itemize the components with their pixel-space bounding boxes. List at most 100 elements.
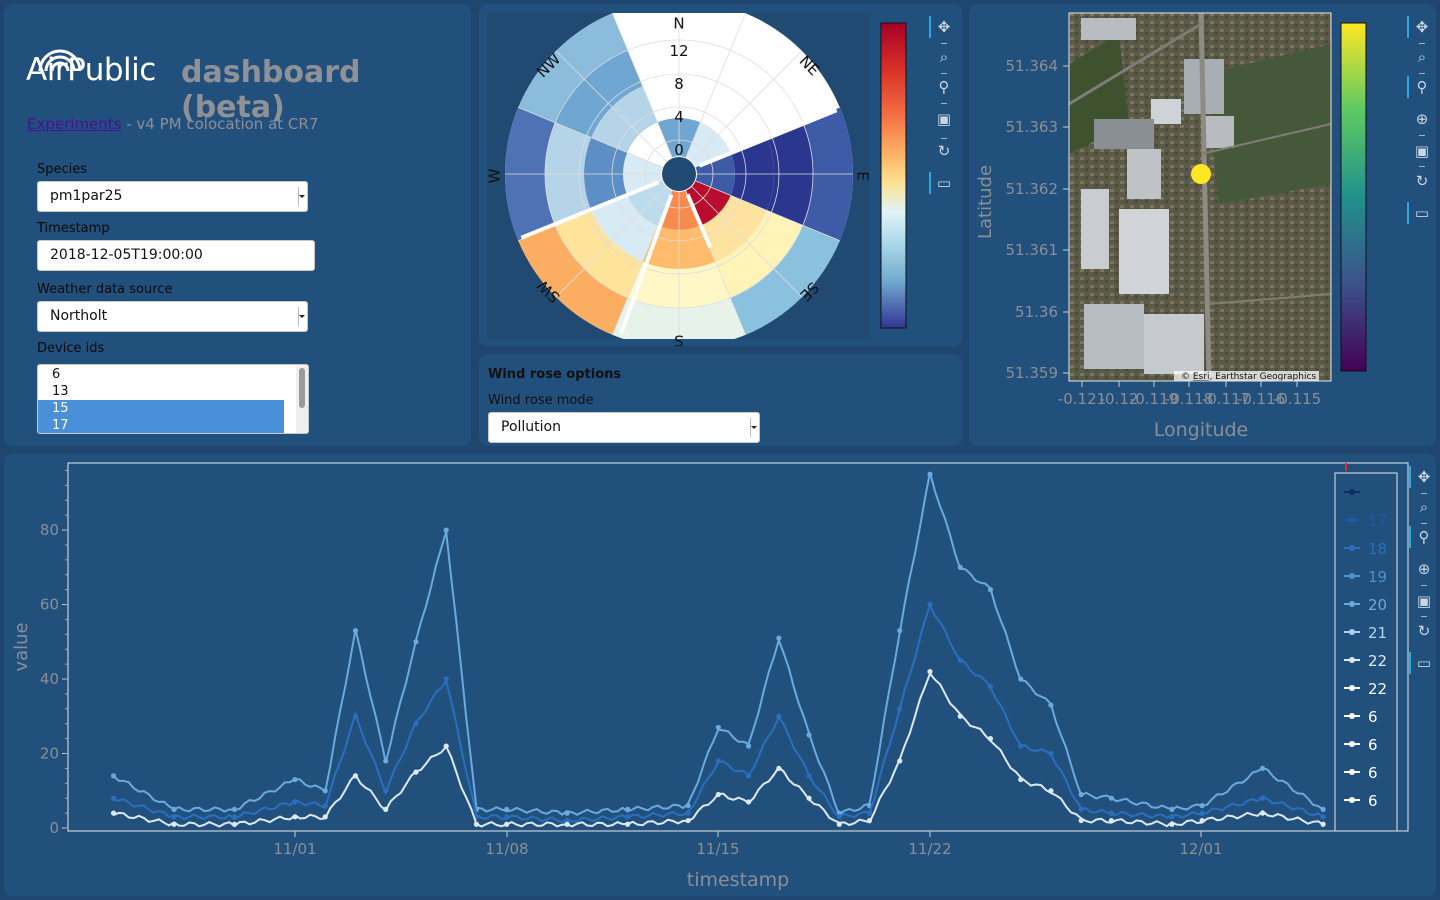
- hover-icon[interactable]: ▭: [1409, 652, 1439, 674]
- timeseries-point: [927, 668, 933, 675]
- timeseries-point: [806, 795, 812, 801]
- box-zoom-icon[interactable]: ⌕: [1417, 48, 1427, 66]
- reset-icon[interactable]: ↻: [937, 142, 951, 160]
- pan-icon[interactable]: ✥: [929, 16, 959, 38]
- timeseries-point: [685, 817, 691, 824]
- chevron-down-icon: [750, 418, 757, 437]
- zoom-in-icon[interactable]: ⊕: [1417, 560, 1431, 578]
- legend-marker: [1349, 629, 1355, 635]
- wheel-zoom-icon[interactable]: ⚲: [938, 78, 950, 96]
- wheel-zoom-icon[interactable]: ⚲: [1407, 76, 1437, 98]
- scrollbar[interactable]: [296, 365, 308, 433]
- timeseries-point: [564, 810, 570, 816]
- timeseries-point: [322, 803, 328, 809]
- legend-marker: [1349, 769, 1355, 775]
- legend-marker: [1349, 517, 1355, 523]
- pan-icon[interactable]: ✥: [1407, 16, 1437, 38]
- timeseries-point: [1199, 810, 1205, 816]
- weather-source-select[interactable]: Northolt: [37, 301, 308, 332]
- reset-icon[interactable]: ↻: [1417, 622, 1431, 640]
- scrollbar-thumb[interactable]: [299, 368, 305, 408]
- legend-marker: [1349, 685, 1355, 691]
- map-xtick-label: -0.117: [1202, 390, 1250, 408]
- legend-marker: [1349, 601, 1355, 607]
- device-location-marker[interactable]: [1191, 164, 1211, 184]
- legend-item[interactable]: 20: [1368, 596, 1387, 614]
- timeseries-point: [383, 788, 389, 794]
- timeseries-point: [745, 773, 752, 779]
- legend-item[interactable]: 6: [1368, 792, 1378, 810]
- timeseries-point: [231, 821, 238, 827]
- timeseries-ylabel: value: [11, 622, 32, 671]
- satellite-imagery[interactable]: © Esri, Earthstar Geographics: [1069, 13, 1331, 383]
- zoom-in-icon[interactable]: ⊕: [1415, 110, 1429, 128]
- legend-item[interactable]: 17: [1368, 512, 1387, 530]
- box-zoom-icon[interactable]: ⌕: [939, 48, 949, 66]
- legend-marker: [1349, 741, 1355, 747]
- timeseries-point: [927, 471, 933, 477]
- device-option[interactable]: 17: [38, 417, 284, 433]
- legend-item[interactable]: 18: [1368, 540, 1387, 558]
- timeseries-panel: 0 20 40 60 80 11/01 11/08 11/15 11/22 12/01 times…: [4, 454, 1436, 896]
- timeseries-point: [292, 814, 298, 820]
- timeseries-point: [625, 814, 631, 820]
- windrose-hub: [662, 157, 696, 191]
- pan-icon[interactable]: ✥: [1409, 466, 1439, 488]
- timeseries-point: [504, 814, 510, 820]
- legend-item[interactable]: 6: [1368, 764, 1378, 782]
- esri-link[interactable]: Esri: [1193, 372, 1210, 382]
- map-ytick-label: 51.364: [1006, 57, 1059, 75]
- timeseries-point: [1169, 814, 1175, 820]
- windrose-direction-label: N: [673, 15, 684, 33]
- device-option[interactable]: 6: [52, 367, 61, 382]
- box-zoom-icon[interactable]: ⌕: [1419, 498, 1429, 516]
- timeseries-point: [413, 721, 419, 727]
- timeseries-point: [745, 743, 752, 749]
- species-select[interactable]: pm1par25: [37, 181, 308, 212]
- legend-item[interactable]: 21: [1368, 624, 1387, 642]
- device-option[interactable]: 15: [38, 400, 284, 417]
- legend-marker: [1349, 545, 1355, 551]
- legend-item[interactable]: 19: [1368, 568, 1387, 586]
- reset-icon[interactable]: ↻: [1415, 172, 1429, 190]
- logo-text: AirPublic: [26, 52, 156, 88]
- windrose-options-title: Wind rose options: [488, 367, 622, 382]
- subtitle: Experiments - v4 PM colocation at CR7: [27, 115, 318, 133]
- timestamp-value: 2018-12-05T19:00:00: [50, 247, 203, 263]
- timeseries-ytick-label: 60: [40, 596, 59, 614]
- map-ytick-label: 51.363: [1006, 118, 1059, 136]
- timeseries-xtick-label: 11/22: [908, 840, 951, 858]
- timeseries-point: [1108, 810, 1115, 816]
- wheel-zoom-icon[interactable]: ⚲: [1409, 526, 1439, 548]
- timeseries-point: [413, 639, 419, 645]
- experiments-link[interactable]: Experiments: [27, 115, 122, 133]
- hover-icon[interactable]: ▭: [929, 172, 959, 194]
- timeseries-point: [110, 810, 117, 816]
- timeseries-point: [1018, 776, 1024, 783]
- windrose-mode-label: Wind rose mode: [488, 393, 594, 408]
- legend-item[interactable]: 22: [1368, 680, 1387, 698]
- device-option[interactable]: 13: [52, 384, 69, 399]
- save-icon[interactable]: ▣: [1416, 592, 1432, 610]
- timeseries-point: [1169, 806, 1175, 812]
- map-panel: © Esri, Earthstar Geographics 51.364 51.3…: [969, 4, 1436, 446]
- timeseries-point: [1048, 788, 1054, 794]
- windrose-mode-value: Pollution: [501, 419, 561, 435]
- timeseries-point: [383, 758, 389, 764]
- save-icon[interactable]: ▣: [1414, 142, 1430, 160]
- chevron-down-icon: [298, 307, 305, 326]
- save-icon[interactable]: ▣: [936, 110, 952, 128]
- map-ylabel: Latitude: [975, 165, 996, 239]
- timeseries-point: [1260, 810, 1266, 816]
- page-title: dashboard (beta): [181, 55, 361, 125]
- legend-item[interactable]: 6: [1368, 736, 1378, 754]
- timeseries-point: [1078, 817, 1084, 824]
- windrose-mode-select[interactable]: Pollution: [488, 412, 760, 443]
- device-ids-multiselect[interactable]: 6 13 15 17: [37, 364, 309, 434]
- timeseries-point: [352, 773, 359, 779]
- legend-item[interactable]: 6: [1368, 708, 1378, 726]
- timeseries-point: [776, 635, 782, 641]
- hover-icon[interactable]: ▭: [1407, 202, 1437, 224]
- timestamp-input[interactable]: 2018-12-05T19:00:00: [37, 240, 315, 271]
- legend-item[interactable]: 22: [1368, 652, 1387, 670]
